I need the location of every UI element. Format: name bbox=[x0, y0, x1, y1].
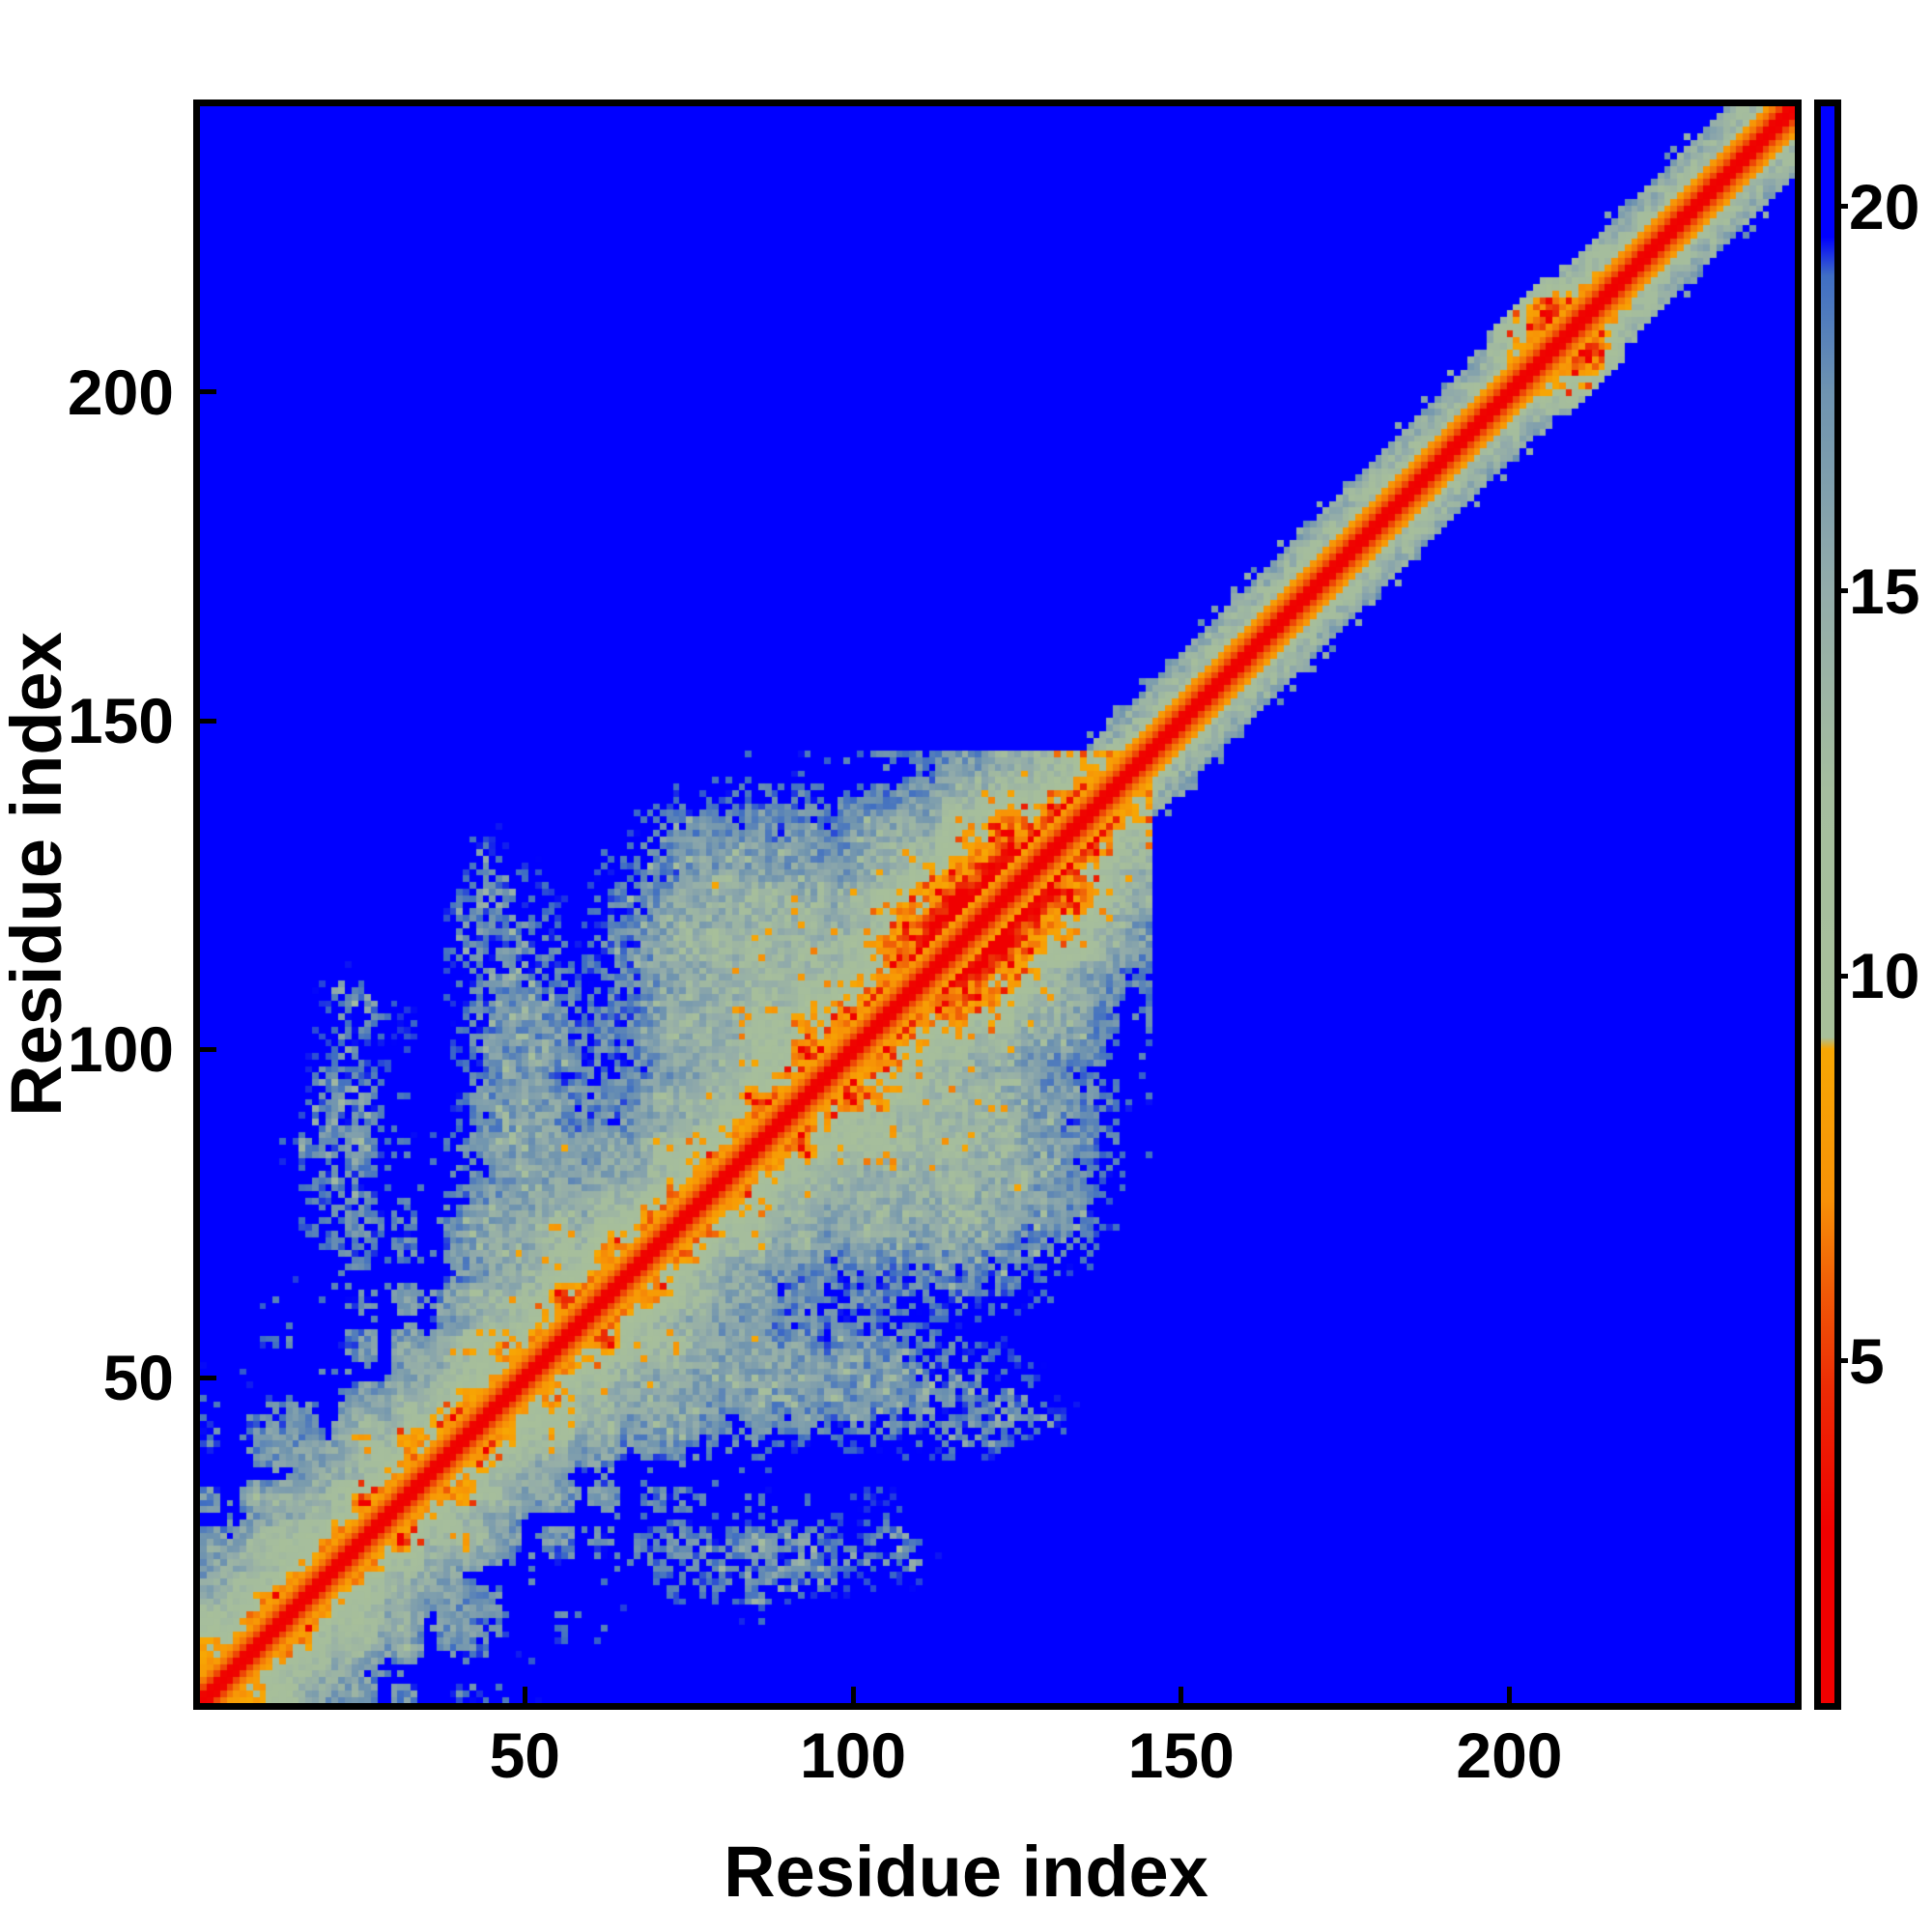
colorbar-tick bbox=[1834, 588, 1848, 594]
colorbar-tick bbox=[1834, 204, 1848, 210]
x-axis-tick-label: 150 bbox=[1127, 1719, 1235, 1791]
heatmap-canvas[interactable] bbox=[200, 106, 1795, 1703]
x-axis-tick-label: 50 bbox=[489, 1719, 561, 1791]
contact-map-plot-area[interactable] bbox=[193, 99, 1802, 1710]
colorbar-tick-label: 15 bbox=[1849, 554, 1920, 627]
x-axis-tick bbox=[1179, 1687, 1184, 1703]
colorbar-tick bbox=[1834, 1358, 1848, 1363]
x-axis-tick-label: 100 bbox=[799, 1719, 907, 1791]
y-axis-tick-label: 100 bbox=[67, 1013, 174, 1086]
x-axis-tick bbox=[1506, 1687, 1512, 1703]
colorbar-gradient bbox=[1821, 106, 1834, 1703]
y-axis-title-wrapper: Residue index bbox=[0, 440, 82, 1309]
y-axis-tick-label: 150 bbox=[67, 685, 174, 757]
y-axis-tick bbox=[200, 1046, 216, 1052]
x-axis-tick bbox=[522, 1687, 527, 1703]
x-axis-title: Residue index bbox=[724, 1832, 1208, 1912]
colorbar-tick-label: 5 bbox=[1849, 1324, 1885, 1397]
colorbar-tick-label: 20 bbox=[1849, 170, 1920, 242]
y-axis-tick bbox=[200, 718, 216, 724]
y-axis-tick-label: 200 bbox=[67, 355, 174, 428]
y-axis-tick bbox=[200, 1375, 216, 1380]
colorbar[interactable] bbox=[1814, 99, 1841, 1710]
x-axis-tick bbox=[850, 1687, 856, 1703]
x-axis-tick-label: 200 bbox=[1456, 1719, 1563, 1791]
colorbar-tick-label: 10 bbox=[1849, 940, 1920, 1012]
colorbar-tick bbox=[1834, 973, 1848, 979]
y-axis-tick-label: 50 bbox=[102, 1342, 174, 1414]
y-axis-tick bbox=[200, 389, 216, 395]
y-axis-title: Residue index bbox=[0, 632, 76, 1117]
